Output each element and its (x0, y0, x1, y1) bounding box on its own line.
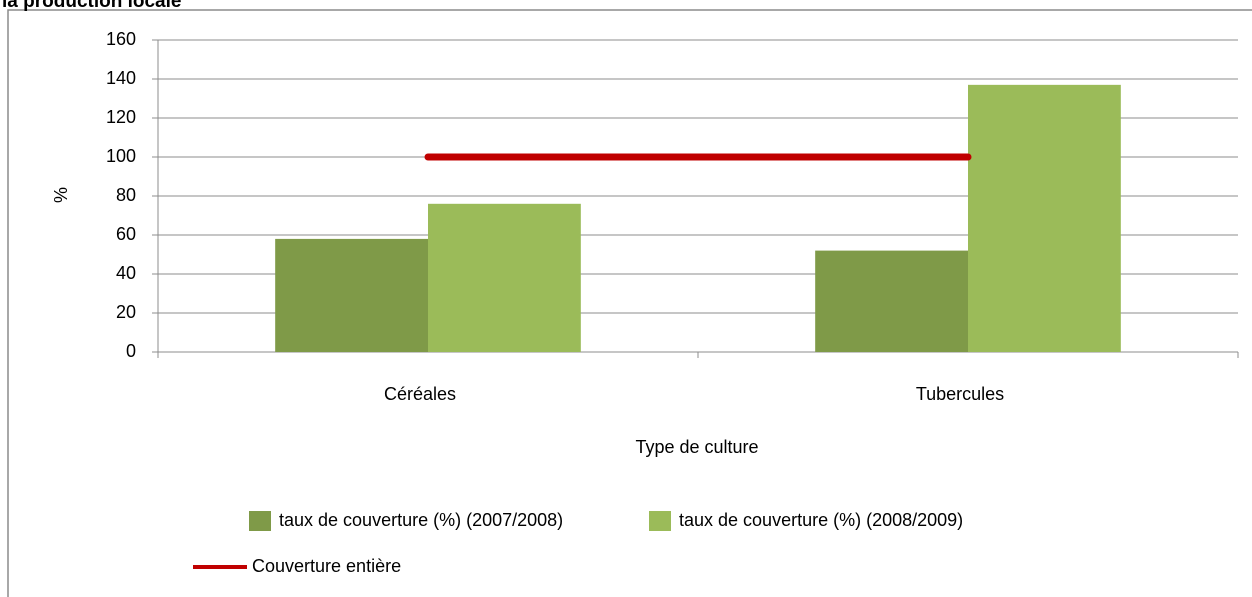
legend-swatch (649, 511, 671, 531)
x-tick-label: Céréales (384, 384, 456, 404)
y-tick-label: 140 (106, 68, 136, 88)
chart-title: la production locale (2, 0, 181, 12)
x-tick-label: Tubercules (916, 384, 1004, 404)
bar (968, 84, 1121, 352)
bar (275, 238, 428, 352)
legend-label: taux de couverture (%) (2007/2008) (279, 510, 563, 530)
y-axis-label: % (51, 187, 71, 203)
y-tick-label: 20 (116, 302, 136, 322)
chart-frame (7, 9, 1252, 597)
legend-label: Couverture entière (252, 556, 401, 576)
x-axis-label: Type de culture (635, 437, 758, 457)
legend-label: taux de couverture (%) (2008/2009) (679, 510, 963, 530)
y-tick-label: 40 (116, 263, 136, 283)
legend-swatch (249, 511, 271, 531)
y-tick-label: 60 (116, 224, 136, 244)
y-tick-label: 120 (106, 107, 136, 127)
y-tick-label: 100 (106, 146, 136, 166)
bar (428, 203, 581, 352)
y-tick-label: 80 (116, 185, 136, 205)
bar (815, 250, 968, 352)
y-tick-label: 160 (106, 29, 136, 49)
y-tick-label: 0 (126, 341, 136, 361)
